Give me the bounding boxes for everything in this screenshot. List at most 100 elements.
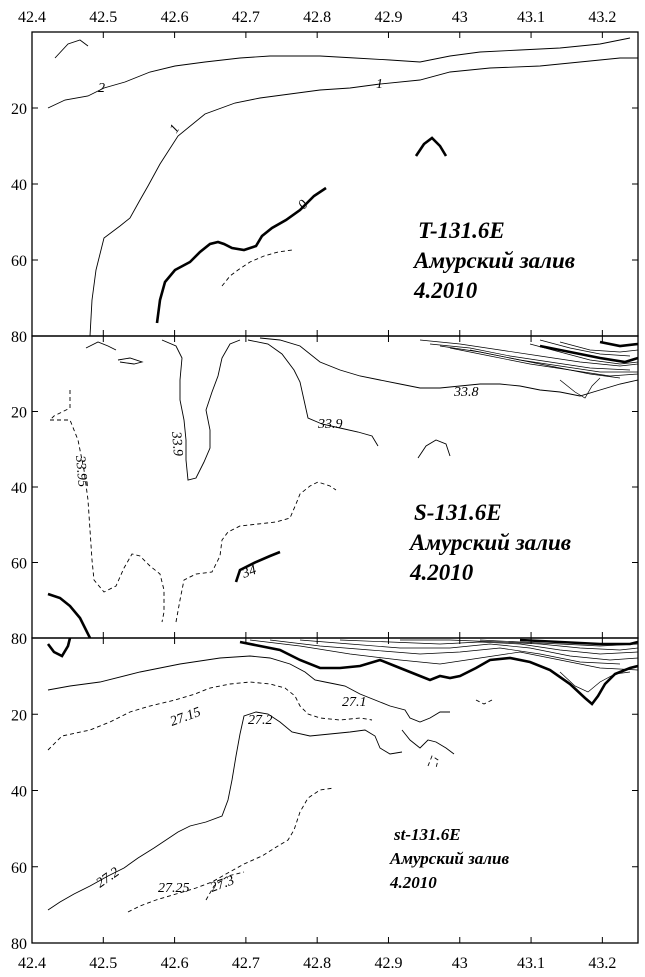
- contour-st-27-3: [205, 871, 245, 901]
- contour-st-27-1-bold: [239, 640, 639, 706]
- t-title-line-2: Амурский залив: [412, 248, 575, 273]
- contour-s-33-95: [49, 390, 337, 623]
- x-bottom-tick-label-2: 42.6: [161, 955, 189, 972]
- contour-s-33-8-small: [417, 439, 451, 459]
- y-tick-label-p0-3: 80: [11, 329, 27, 346]
- contour-s-dense-2: [429, 343, 631, 371]
- x-bottom-tick-label-7: 43.1: [517, 955, 545, 972]
- contour-st-27-2-main: [47, 711, 403, 911]
- y-tick-label-p2-2: 60: [11, 860, 27, 877]
- contour-labels: 2 1 1 0 33.8 33.9 33.9 33.95 34 27.15 27…: [72, 77, 479, 896]
- contour-s-34-left: [47, 592, 92, 639]
- contour-st-left: [46, 637, 72, 658]
- y-tick-label-p0-1: 40: [11, 177, 27, 194]
- contour-st-27-15: [47, 681, 493, 751]
- salinity-contours: [47, 337, 639, 639]
- st-contour-label-5: 27.25: [158, 881, 190, 896]
- x-top-tick-label-1: 42.5: [89, 9, 117, 26]
- contour-st-dense-3: [299, 639, 639, 661]
- contour-st-27-2-right: [401, 729, 455, 755]
- x-axis-bottom-labels: 42.4 42.5 42.6 42.7 42.8 42.9 43 43.1 43.2: [18, 955, 616, 972]
- s-contour-label-3: 33.9: [168, 430, 185, 457]
- contour-t-0-small: [414, 136, 448, 157]
- salinity-y-axis-labels: 20 40 60 80: [11, 405, 27, 649]
- temperature-y-axis-labels: 20 40 60 80: [11, 101, 27, 346]
- y-tick-label-p2-1: 40: [11, 784, 27, 801]
- x-bottom-tick-label-4: 42.8: [303, 955, 331, 972]
- contour-t-1: [89, 57, 638, 337]
- s-title-line-2: Амурский залив: [408, 530, 571, 555]
- y-tick-label-p1-2: 60: [11, 556, 27, 573]
- x-top-tick-label-6: 43: [452, 9, 468, 26]
- contour-st-dense-6: [479, 639, 639, 647]
- contour-s-34: [234, 550, 281, 583]
- y-tick-label-p0-0: 20: [11, 101, 27, 118]
- contour-s-dense-9: [559, 377, 601, 399]
- s-contour-label-1: 33.8: [453, 385, 479, 400]
- contour-s-dense-4: [449, 347, 639, 377]
- st-title-line-1: st-131.6E: [393, 825, 461, 844]
- st-contour-label-4: 27.2: [94, 865, 123, 891]
- y-tick-label-p2-0: 20: [11, 707, 27, 724]
- x-bottom-tick-label-1: 42.5: [89, 955, 117, 972]
- contour-st-dense-4: [339, 639, 639, 655]
- density-panel-title: st-131.6E Амурский залив 4.2010: [389, 825, 509, 892]
- contour-s-dense-8: [559, 341, 639, 353]
- contour-st-dense-2: [269, 639, 621, 665]
- contour-st-27-1-upper: [47, 655, 450, 723]
- salinity-panel-frame: [31, 335, 639, 639]
- axis-ticks: [31, 32, 638, 944]
- salinity-panel-title: S-131.6E Амурский залив 4.2010: [408, 500, 571, 585]
- contour-s-dense-bold: [539, 344, 639, 364]
- x-bottom-tick-label-3: 42.7: [232, 955, 260, 972]
- s-title-line-1: S-131.6E: [414, 500, 502, 525]
- y-tick-label-p2-3: 80: [11, 936, 27, 953]
- contour-s-dense-7: [539, 339, 631, 357]
- contour-st-small: [427, 755, 439, 769]
- temperature-contours: [47, 37, 638, 337]
- temperature-panel-title: T-131.6E Амурский залив 4.2010: [412, 218, 575, 303]
- contour-t-0-dashed: [221, 249, 293, 287]
- contour-st-dense-1: [249, 639, 639, 671]
- y-tick-label-p1-0: 20: [11, 405, 27, 422]
- contour-st-dense-7: [559, 671, 631, 693]
- y-tick-label-p0-2: 60: [11, 253, 27, 270]
- t-title-line-3: 4.2010: [413, 278, 478, 303]
- contour-s-33-8: [259, 337, 639, 397]
- temperature-panel-frame: [31, 31, 639, 337]
- contour-st-27-25: [127, 787, 335, 913]
- contour-s-dense-bold-2: [599, 340, 639, 348]
- contour-s-dense-6: [529, 343, 639, 365]
- st-title-line-3: 4.2010: [389, 873, 437, 892]
- x-top-tick-label-3: 42.7: [232, 9, 260, 26]
- x-top-tick-label-0: 42.4: [18, 9, 46, 26]
- x-top-tick-label-5: 42.9: [374, 9, 402, 26]
- x-top-tick-label-2: 42.6: [161, 9, 189, 26]
- t-contour-label-1: 2: [98, 81, 105, 96]
- t-title-line-1: T-131.6E: [418, 218, 505, 243]
- st-contour-label-6: 27.3: [208, 873, 236, 895]
- contour-st-dense-bold: [519, 638, 639, 646]
- contour-t-2: [47, 37, 631, 109]
- contour-s-33-9-inner: [161, 339, 241, 481]
- x-top-tick-label-7: 43.1: [517, 9, 545, 26]
- t-contour-label-2: 1: [376, 77, 383, 92]
- st-title-line-2: Амурский залив: [389, 849, 509, 868]
- contour-s-dense-1: [419, 339, 639, 367]
- contour-t-0: [155, 186, 327, 324]
- s-contour-label-4: 33.95: [72, 454, 90, 488]
- x-bottom-tick-label-0: 42.4: [18, 955, 46, 972]
- contour-s-33-9-main: [247, 339, 379, 447]
- x-bottom-tick-label-6: 43: [452, 955, 468, 972]
- x-axis-top-labels: 42.4 42.5 42.6 42.7 42.8 42.9 43 43.1 43.2: [18, 9, 616, 26]
- s-contour-label-2: 33.9: [317, 417, 343, 432]
- density-contours: [46, 637, 639, 913]
- st-contour-label-2: 27.2: [248, 713, 273, 728]
- contour-st-dense-5: [400, 639, 639, 651]
- contour-s-33-9-left: [85, 341, 117, 351]
- x-bottom-tick-label-8: 43.2: [588, 955, 616, 972]
- x-bottom-tick-label-5: 42.9: [374, 955, 402, 972]
- s-title-line-3: 4.2010: [409, 560, 474, 585]
- y-tick-label-p1-3: 80: [11, 631, 27, 648]
